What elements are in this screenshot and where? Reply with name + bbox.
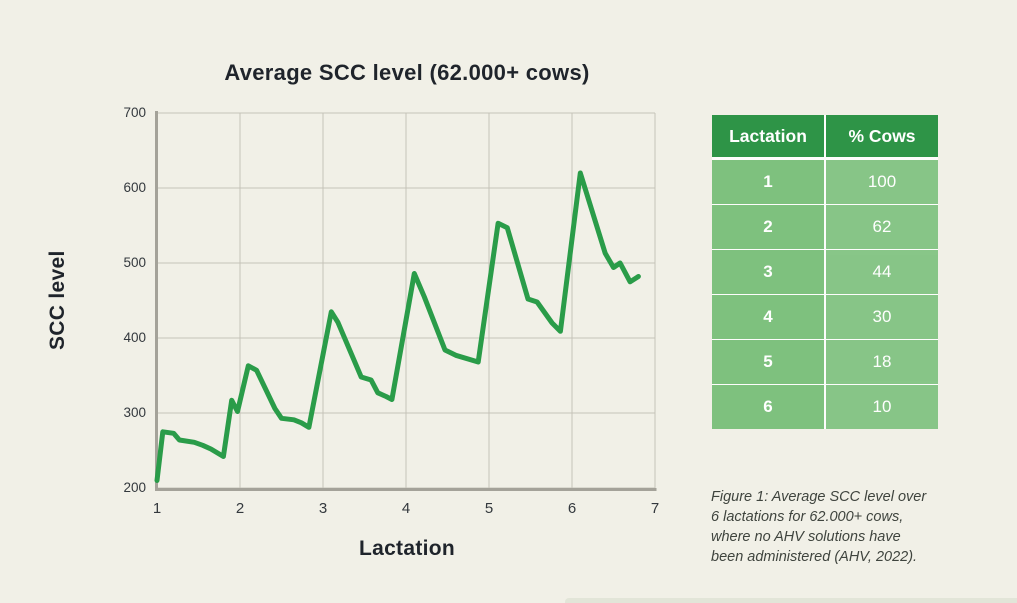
table-cell-lactation: 1 <box>712 160 824 204</box>
table-cell-lactation: 4 <box>712 295 824 339</box>
y-tick-label: 700 <box>123 105 146 120</box>
scc-data-line <box>154 170 641 483</box>
x-axis-label: Lactation <box>358 537 456 560</box>
y-tick-label: 500 <box>123 255 146 270</box>
caption-line: where no AHV solutions have <box>711 529 901 545</box>
table-cell-pct-cows: 62 <box>826 205 938 249</box>
x-tick-label: 6 <box>567 500 577 517</box>
x-tick-label: 5 <box>484 500 494 517</box>
table-cell-pct-cows: 18 <box>826 340 938 384</box>
x-tick-label: 4 <box>401 500 411 517</box>
x-tick-label: 1 <box>152 500 162 517</box>
bottom-accent-strip <box>565 598 1017 603</box>
table-header-lactation: Lactation <box>712 115 824 157</box>
y-tick-label: 400 <box>123 330 146 345</box>
caption-line: Figure 1: Average SCC level over <box>711 489 927 505</box>
caption-line: 6 lactations for 62.000+ cows, <box>711 509 904 525</box>
y-tick-label: 300 <box>123 405 146 420</box>
x-tick-label: 2 <box>235 500 245 517</box>
table-cell-pct-cows: 44 <box>826 250 938 294</box>
x-tick-label: 7 <box>650 500 660 517</box>
table-cell-pct-cows: 30 <box>826 295 938 339</box>
table-cell-pct-cows: 10 <box>826 385 938 429</box>
table-cell-pct-cows: 100 <box>826 160 938 204</box>
table-header-pct-cows: % Cows <box>826 115 938 157</box>
figure-caption: Figure 1: Average SCC level over 6 lacta… <box>711 487 961 567</box>
table-cell-lactation: 3 <box>712 250 824 294</box>
scc-line-plot <box>154 111 657 491</box>
y-tick-label: 200 <box>123 480 146 495</box>
y-tick-label: 600 <box>123 180 146 195</box>
caption-line: been administered (AHV, 2022). <box>711 549 918 565</box>
table-cell-lactation: 5 <box>712 340 824 384</box>
lactation-table: Lactation % Cows 1 100 2 62 3 44 4 30 5 18 6 10 <box>712 115 938 429</box>
table-cell-lactation: 2 <box>712 205 824 249</box>
chart-title: Average SCC level (62.000+ cows) <box>224 60 590 85</box>
table-cell-lactation: 6 <box>712 385 824 429</box>
x-tick-label: 3 <box>318 500 328 517</box>
